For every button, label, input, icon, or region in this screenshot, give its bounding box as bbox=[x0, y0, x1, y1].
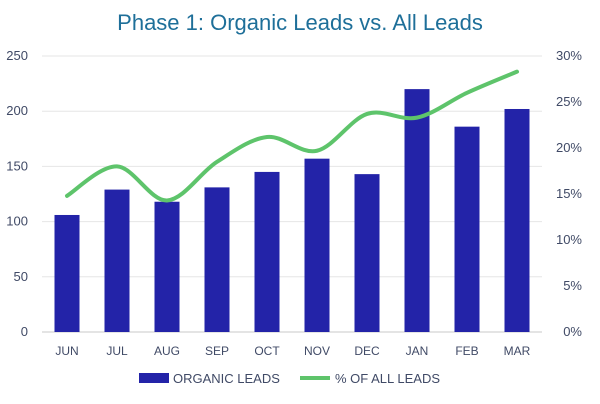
right-tick-label: 0% bbox=[563, 324, 582, 339]
category-label: JUL bbox=[106, 344, 128, 358]
category-label: SEP bbox=[205, 344, 229, 358]
right-tick-label: 25% bbox=[556, 94, 582, 109]
right-tick-label: 20% bbox=[556, 140, 582, 155]
bar-series bbox=[54, 89, 530, 333]
bar-nov bbox=[304, 158, 330, 332]
left-tick-label: 250 bbox=[6, 48, 28, 63]
bar-mar bbox=[504, 108, 530, 332]
category-label: JAN bbox=[406, 344, 429, 358]
category-axis-ticks: JUN JUL AUG SEP OCT NOV DEC JAN FEB MAR bbox=[55, 344, 530, 358]
right-tick-label: 10% bbox=[556, 232, 582, 247]
category-label: DEC bbox=[354, 344, 380, 358]
bar-sep bbox=[204, 187, 230, 332]
chart-title: Phase 1: Organic Leads vs. All Leads bbox=[117, 10, 483, 35]
category-label: JUN bbox=[55, 344, 78, 358]
bar-oct bbox=[254, 171, 280, 332]
bar-jan bbox=[404, 89, 430, 333]
left-tick-label: 100 bbox=[6, 214, 28, 229]
category-label: OCT bbox=[254, 344, 280, 358]
right-tick-label: 15% bbox=[556, 186, 582, 201]
category-label: MAR bbox=[504, 344, 531, 358]
right-axis-ticks: 0% 5% 10% 15% 20% 25% 30% bbox=[556, 48, 582, 339]
left-tick-label: 200 bbox=[6, 103, 28, 118]
left-tick-label: 50 bbox=[14, 269, 28, 284]
left-axis-ticks: 0 50 100 150 200 250 bbox=[6, 48, 28, 339]
legend-label-organic-leads: ORGANIC LEADS bbox=[173, 371, 280, 386]
bar-aug bbox=[154, 201, 180, 332]
category-label: NOV bbox=[304, 344, 330, 358]
category-label: FEB bbox=[455, 344, 478, 358]
left-tick-label: 0 bbox=[21, 324, 28, 339]
legend-label-percent-all-leads: % OF ALL LEADS bbox=[335, 371, 440, 386]
legend-swatch-organic-leads bbox=[139, 373, 169, 383]
line-series bbox=[65, 69, 519, 203]
bar-jun bbox=[54, 214, 80, 332]
bar-feb bbox=[454, 126, 480, 332]
left-tick-label: 150 bbox=[6, 158, 28, 173]
category-label: AUG bbox=[154, 344, 180, 358]
bar-jul bbox=[104, 189, 130, 332]
legend: ORGANIC LEADS % OF ALL LEADS bbox=[139, 371, 440, 386]
right-tick-label: 5% bbox=[563, 278, 582, 293]
percent-all-leads-line bbox=[65, 69, 519, 203]
bar-dec bbox=[354, 174, 380, 332]
right-tick-label: 30% bbox=[556, 48, 582, 63]
